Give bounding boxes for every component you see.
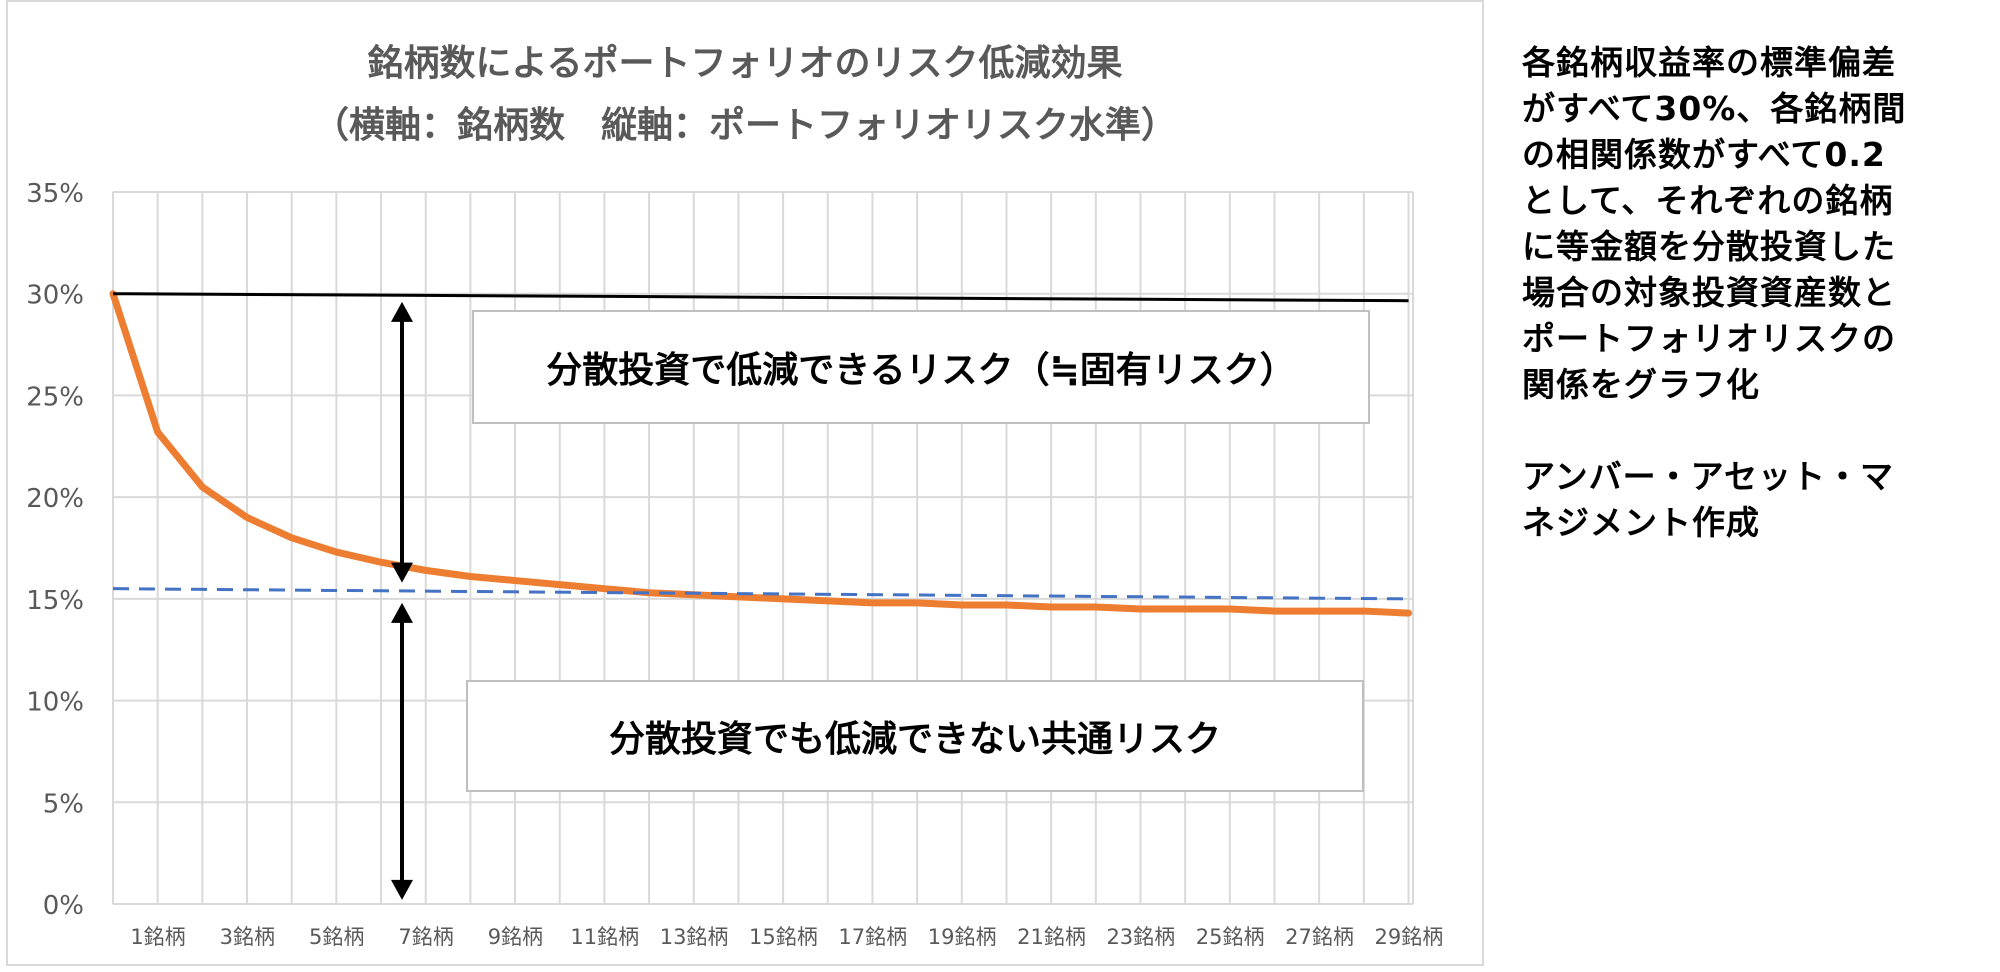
total-risk-line — [112, 292, 1409, 303]
x-tick-label: 29銘柄 — [1374, 925, 1443, 949]
side-note-description: 各銘柄収益率の標準偏差 がすべて30%、各銘柄間 の相関係数がすべて0.2 とし… — [1522, 43, 1907, 404]
chart-frame — [6, 0, 1484, 966]
arrow-head-up — [391, 301, 413, 322]
x-tick-label: 9銘柄 — [488, 925, 543, 949]
chart-title: 銘柄数によるポートフォリオのリスク低減効果 — [367, 43, 1123, 84]
x-tick-label: 23銘柄 — [1106, 925, 1175, 949]
x-tick-label: 7銘柄 — [398, 925, 453, 949]
x-tick-label: 17銘柄 — [838, 925, 907, 949]
y-tick-label: 20% — [26, 484, 84, 514]
y-tick-label: 10% — [26, 688, 84, 718]
x-tick-label: 27銘柄 — [1285, 925, 1354, 949]
y-tick-label: 25% — [26, 382, 84, 412]
chart-plot: 0% 5% 10% 15% 20% 25% 30% 35% 1銘柄 3銘柄 5銘柄 7銘柄 9銘柄 11銘… — [26, 179, 1443, 949]
arrow-head-down — [391, 562, 413, 583]
y-tick-label: 0% — [43, 891, 84, 921]
arrow-head-up — [391, 602, 413, 623]
x-tick-label: 25銘柄 — [1196, 925, 1265, 949]
x-tick-label: 11銘柄 — [570, 925, 639, 949]
y-tick-label: 35% — [26, 179, 84, 209]
x-tick-label: 1銘柄 — [130, 925, 185, 949]
portfolio-risk-line — [109, 290, 1413, 617]
side-note: 各銘柄収益率の標準偏差 がすべて30%、各銘柄間 の相関係数がすべて0.2 とし… — [1522, 40, 1992, 546]
y-tick-label: 15% — [26, 586, 84, 616]
x-tick-label: 5銘柄 — [309, 925, 364, 949]
x-tick-label: 19銘柄 — [928, 925, 997, 949]
x-tick-label: 3銘柄 — [220, 925, 275, 949]
market-risk-line — [112, 587, 1409, 601]
x-tick-label: 13銘柄 — [660, 925, 729, 949]
chart-subtitle: （横軸：銘柄数 縦軸：ポートフォリオリスク水準） — [312, 105, 1177, 146]
x-tick-label: 21銘柄 — [1017, 925, 1086, 949]
y-tick-label: 5% — [43, 789, 84, 819]
systematic-risk-label: 分散投資でも低減できない共通リスク — [466, 680, 1364, 792]
x-tick-label: 15銘柄 — [749, 925, 818, 949]
side-note-credit: アンバー・アセット・マ ネジメント作成 — [1522, 457, 1895, 542]
arrow-head-down — [391, 879, 413, 900]
y-tick-label: 30% — [26, 281, 84, 311]
diversifiable-risk-label: 分散投資で低減できるリスク（≒固有リスク） — [472, 310, 1370, 424]
